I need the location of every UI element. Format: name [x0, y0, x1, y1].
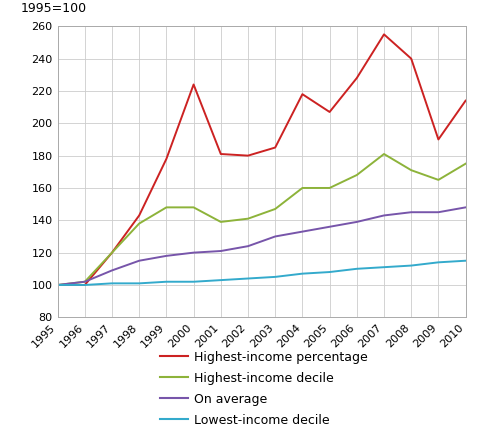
Text: 1995=100: 1995=100 [21, 2, 87, 14]
Legend: Highest-income percentage, Highest-income decile, On average, Lowest-income deci: Highest-income percentage, Highest-incom… [160, 351, 368, 427]
